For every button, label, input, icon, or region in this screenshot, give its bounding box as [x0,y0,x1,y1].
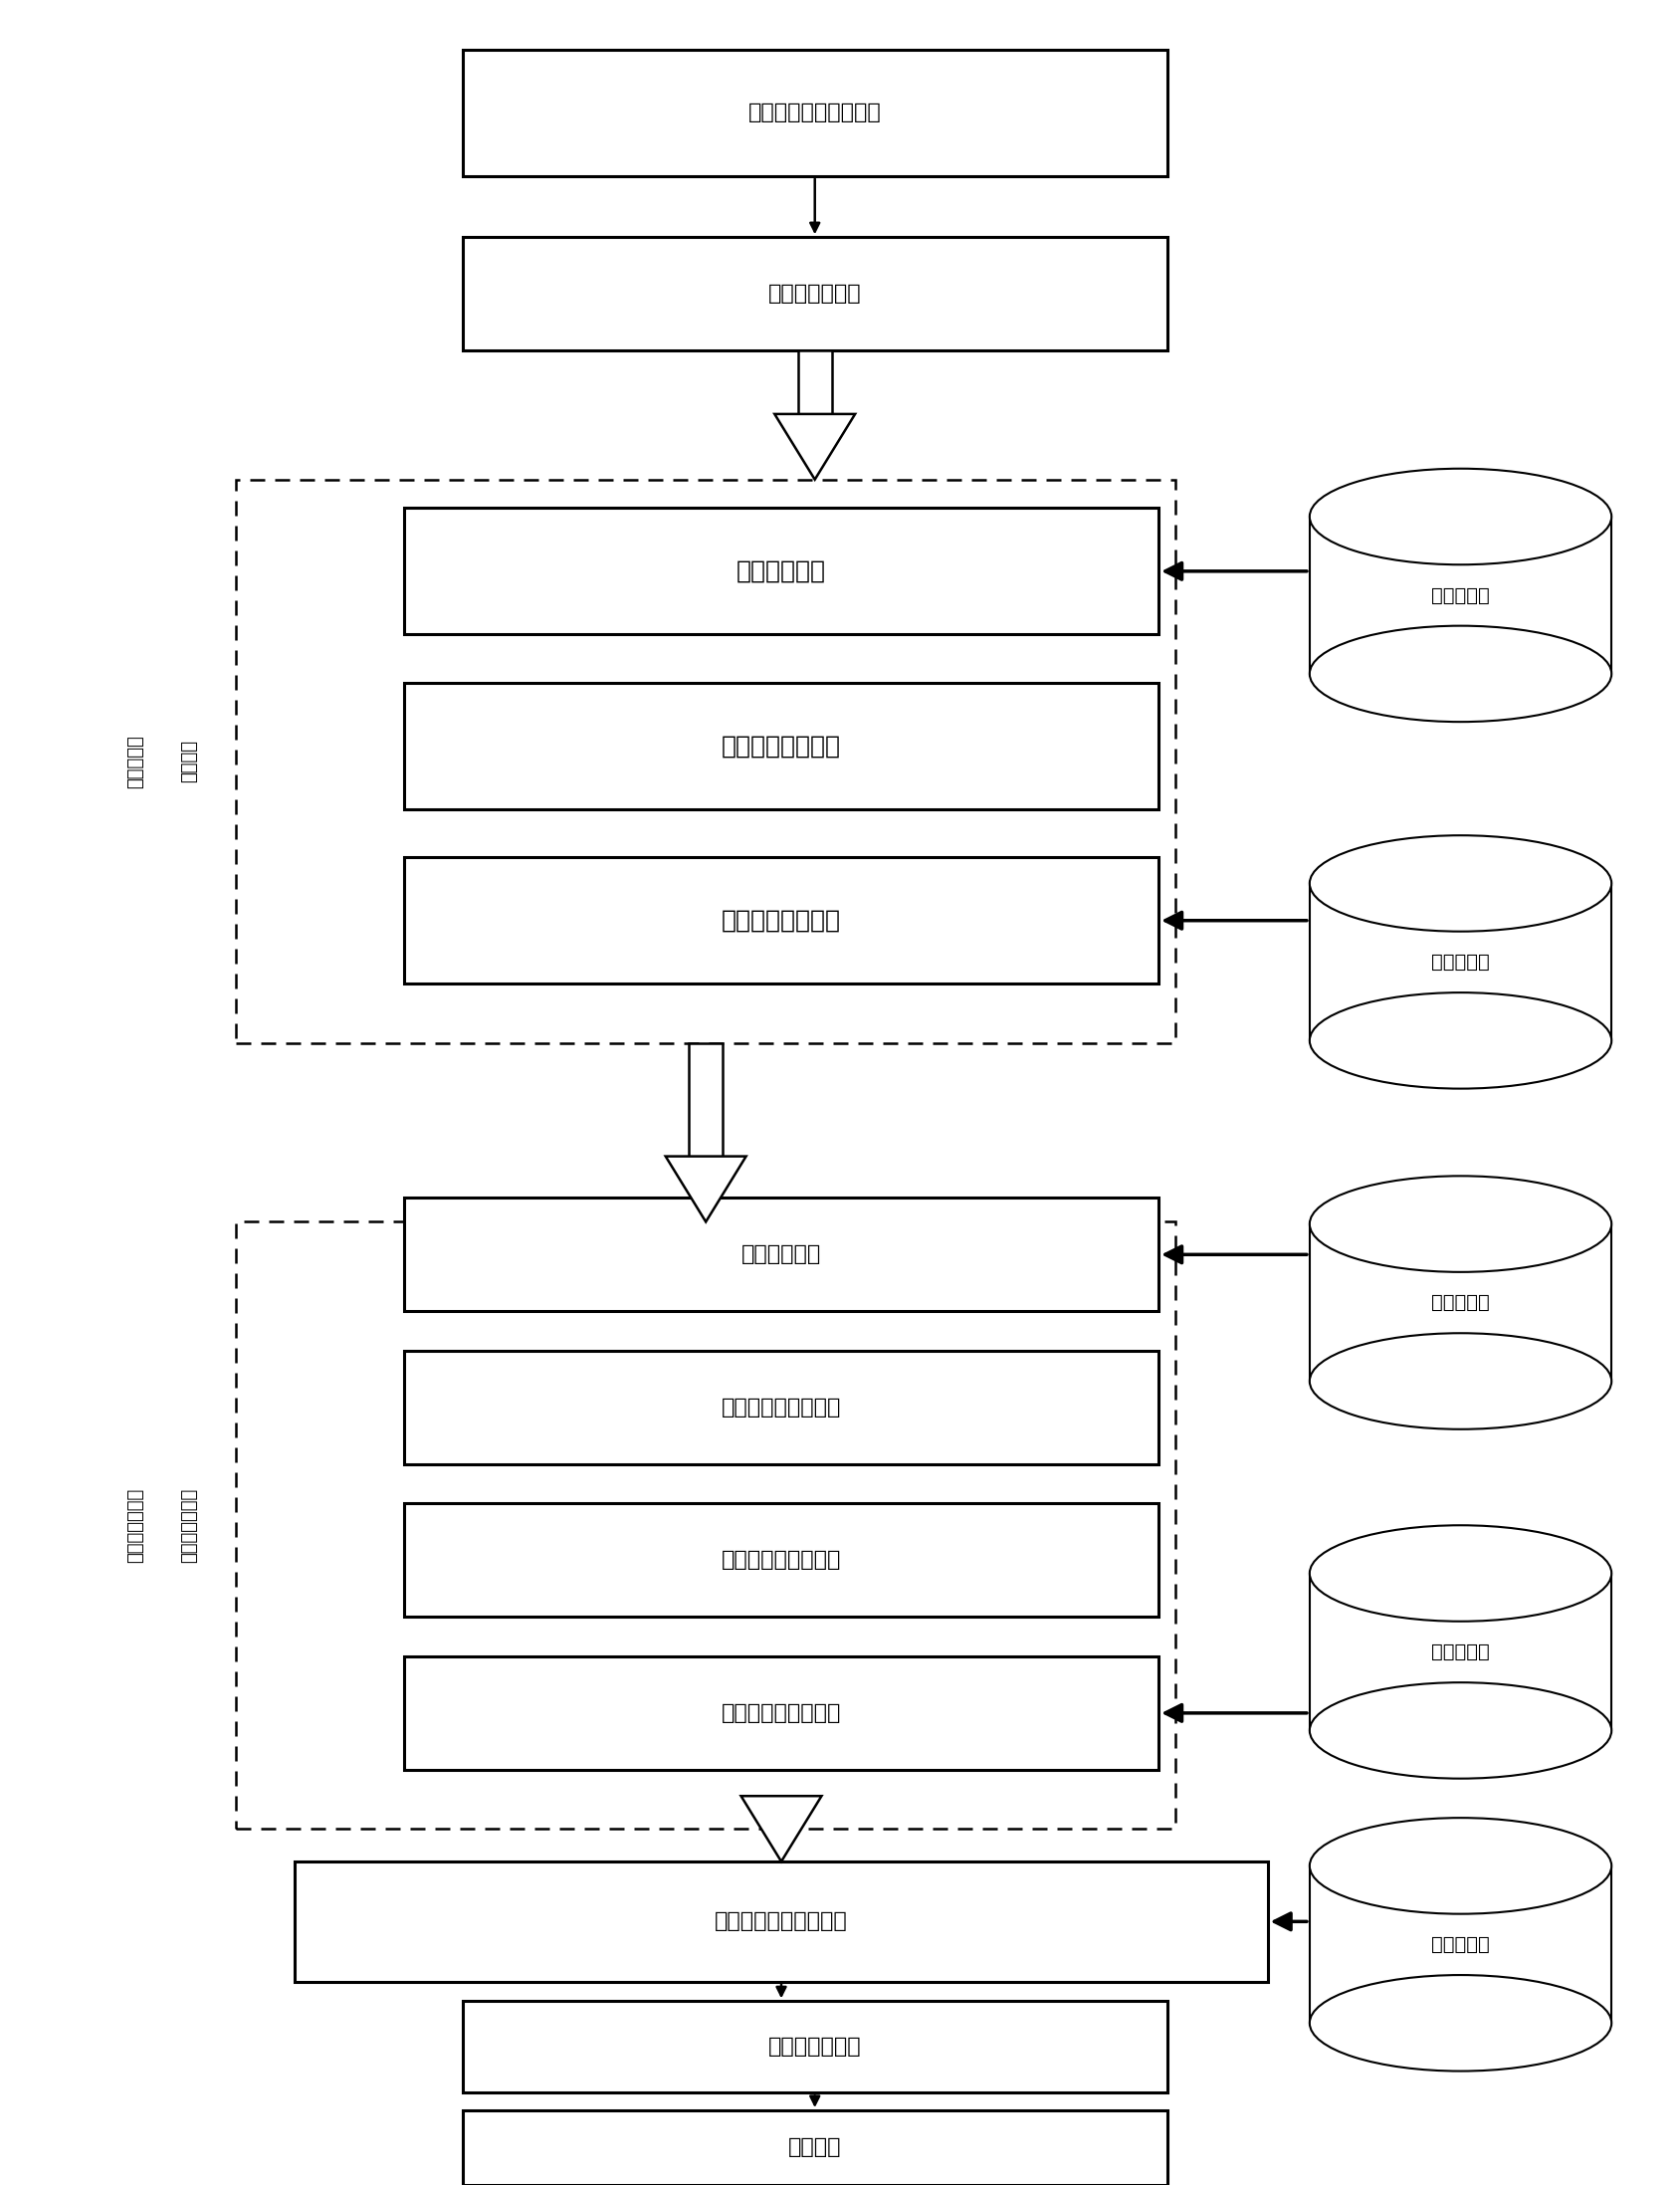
Bar [403,1504,1159,1618]
Bar [403,507,1159,634]
Bar [1310,1224,1611,1382]
Bar [764,1797,798,1830]
Ellipse shape [1310,992,1611,1089]
Bar [237,1222,1176,1830]
Text: 数的定义: 数的定义 [180,739,198,783]
Bar [462,2109,1168,2184]
Bar [462,50,1168,177]
Text: 整体结构层参数设置: 整体结构层参数设置 [721,1397,842,1417]
Bar [403,857,1159,984]
Bar [1310,883,1611,1041]
Text: 单孔制孔层参数设置: 单孔制孔层参数设置 [721,1703,842,1723]
Text: 机床参数设置: 机床参数设置 [736,560,827,584]
Bar [1310,516,1611,673]
Polygon shape [665,1156,746,1222]
Ellipse shape [1310,1526,1611,1622]
Bar [403,1657,1159,1771]
Ellipse shape [1310,1819,1611,1915]
Text: 其他辅助参数设置: 其他辅助参数设置 [722,909,842,933]
Text: 缺失特征的添加: 缺失特征的添加 [768,284,862,304]
Text: 单肋制孔层参数设置: 单肋制孔层参数设置 [721,1550,842,1570]
Ellipse shape [1310,1974,1611,2070]
Polygon shape [741,1797,822,1862]
Text: 刀轨文件的生成: 刀轨文件的生成 [768,2037,862,2057]
Text: 切削参数库: 切削参数库 [1431,1642,1490,1661]
Bar [1310,1867,1611,2022]
Bar [403,1198,1159,1312]
Text: 工艺参数库: 工艺参数库 [1431,1294,1490,1312]
Text: 加工坐标系的设置: 加工坐标系的设置 [722,734,842,759]
Ellipse shape [1310,835,1611,931]
Text: 刀具参数库: 刀具参数库 [1431,953,1490,971]
Ellipse shape [1310,1683,1611,1779]
Bar [462,236,1168,350]
Bar [237,479,1176,1043]
Bar [689,1043,722,1156]
Text: 工艺知识库: 工艺知识库 [1431,1935,1490,1954]
Bar [798,350,832,413]
Text: 后置处理: 后置处理 [788,2138,842,2158]
Text: 机床参数库: 机床参数库 [1431,586,1490,606]
Bar [403,1351,1159,1465]
Bar [403,682,1159,809]
Text: 刀轨的生成与仿真验证: 刀轨的生成与仿真验证 [714,1911,848,1932]
Text: 几何特征的识别: 几何特征的识别 [126,1489,144,1563]
Polygon shape [774,413,855,479]
Bar [296,1862,1268,1981]
Text: 加工预备参: 加工预备参 [126,734,144,787]
Bar [1310,1574,1611,1731]
Text: 零件和毛坯文件的读入: 零件和毛坯文件的读入 [748,103,882,122]
Bar [462,2000,1168,2092]
Ellipse shape [1310,468,1611,564]
Ellipse shape [1310,1333,1611,1430]
Text: 与相关参数设置: 与相关参数设置 [180,1489,198,1563]
Ellipse shape [1310,625,1611,721]
Text: 加工路径规划: 加工路径规划 [741,1244,822,1264]
Ellipse shape [1310,1176,1611,1272]
